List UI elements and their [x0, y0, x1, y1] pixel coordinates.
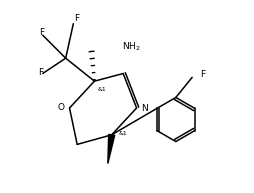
Text: F: F — [39, 28, 44, 37]
Text: F: F — [38, 68, 43, 77]
Text: O: O — [58, 102, 65, 112]
Text: &1: &1 — [118, 131, 127, 136]
Text: NH$_2$: NH$_2$ — [122, 40, 141, 53]
Text: F: F — [74, 14, 79, 23]
Text: F: F — [200, 70, 205, 79]
Polygon shape — [108, 134, 115, 163]
Text: &1: &1 — [97, 87, 106, 92]
Text: N: N — [141, 104, 148, 113]
